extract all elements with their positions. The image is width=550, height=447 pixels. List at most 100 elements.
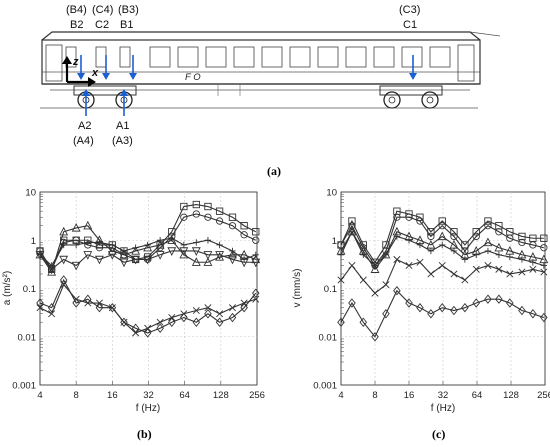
data-point-x	[416, 258, 424, 266]
data-point-x	[252, 295, 260, 303]
data-point-x	[48, 310, 56, 318]
data-point-cross	[120, 247, 128, 255]
y-tick-label: 10	[25, 188, 36, 199]
data-point-cross	[204, 237, 212, 244]
data-point-triangle	[155, 239, 165, 249]
panel-label-b: (b)	[137, 427, 152, 441]
coach-windows	[65, 46, 451, 68]
data-point-tri-down	[251, 258, 261, 268]
coach-window	[233, 46, 255, 68]
y-axis-label-b: a (m/s²)	[2, 271, 13, 305]
data-point-diamond	[393, 285, 401, 296]
data-point-x	[156, 318, 164, 326]
y-ticks-b: 0.001 0.01 0.1 1 10	[12, 188, 43, 392]
data-point-circle	[438, 222, 446, 230]
data-point-tri-down	[155, 251, 165, 260]
data-point-x	[427, 270, 435, 278]
data-point-square	[180, 202, 188, 211]
data-point-triangle	[494, 242, 504, 252]
data-point-cross	[416, 241, 424, 249]
y-tick-label: 0.1	[324, 284, 337, 295]
data-point-x	[495, 265, 503, 273]
data-point-diamond	[337, 317, 345, 327]
data-point-x	[204, 304, 212, 312]
data-point-x	[337, 276, 345, 284]
x-tick-label: 128	[213, 390, 229, 401]
x-tick-label: 64	[179, 390, 190, 401]
y-tick-label: 0.1	[23, 284, 36, 295]
data-point-tri-down	[131, 255, 141, 265]
data-point-circle	[204, 213, 212, 221]
data-point-circle	[252, 236, 260, 244]
data-point-x	[371, 289, 379, 297]
data-point-cross	[518, 256, 526, 263]
x-axis-label-c: f (Hz)	[431, 403, 455, 414]
series-line-x	[337, 255, 548, 297]
data-point-square	[484, 217, 492, 225]
data-point-x	[168, 314, 176, 322]
bogie-left	[73, 85, 137, 109]
data-point-x	[216, 310, 224, 318]
data-point-cross	[109, 241, 116, 249]
x-tick-label: 32	[438, 390, 449, 401]
x-ticks-c: 4 8 16 32 64 128 256	[338, 381, 550, 401]
data-point-triangle	[143, 242, 153, 252]
coach-diagram: F O z	[40, 4, 501, 178]
x-tick-label: 32	[143, 390, 154, 401]
series-path	[39, 278, 257, 334]
data-point-square	[252, 228, 260, 236]
x-tick-label: 128	[503, 390, 519, 401]
data-point-tri-down	[203, 251, 213, 260]
coach-window	[205, 46, 227, 68]
data-point-x	[382, 281, 390, 289]
data-point-diamond	[240, 302, 248, 313]
coach-window	[345, 46, 367, 68]
data-point-square	[348, 217, 356, 225]
data-point-x	[108, 304, 116, 312]
data-point-x	[36, 304, 44, 312]
x-tick-label: 64	[472, 390, 483, 401]
coordinate-axes: z x	[62, 56, 99, 87]
panel-label-a: (a)	[267, 164, 281, 178]
data-point-tri-down	[107, 251, 117, 260]
data-point-cross	[216, 241, 223, 249]
data-point-x	[450, 270, 458, 278]
series-line-cross	[36, 235, 259, 269]
data-point-triangle	[191, 257, 201, 266]
data-point-diamond	[438, 302, 447, 313]
data-point-triangle	[131, 245, 141, 255]
data-point-cross	[405, 237, 413, 244]
x-axis-label-b: f (Hz)	[136, 403, 160, 414]
data-point-cross	[252, 251, 259, 258]
data-point-tri-down	[191, 247, 201, 256]
data-point-diamond	[143, 328, 152, 338]
data-point-cross	[337, 251, 345, 258]
y-tick-label: 0.01	[18, 332, 37, 343]
data-point-diamond	[529, 309, 537, 319]
series-line-x	[36, 281, 260, 337]
data-point-x	[132, 329, 140, 337]
label-c1: C1	[403, 19, 417, 31]
data-point-diamond	[156, 323, 164, 333]
data-point-triangle	[47, 266, 57, 276]
data-point-tri-down	[95, 255, 104, 265]
data-point-diamond	[348, 298, 356, 308]
data-point-cross	[540, 262, 548, 269]
data-point-x	[60, 281, 68, 289]
data-point-x	[438, 261, 446, 269]
data-point-cross	[371, 262, 379, 269]
bogie-right	[379, 85, 443, 109]
data-point-x	[192, 306, 200, 315]
label-c2: C2	[95, 19, 109, 31]
data-point-tri-down	[71, 261, 81, 271]
data-point-square	[192, 200, 200, 209]
coach-roof-extension	[469, 31, 501, 37]
data-point-triangle	[483, 237, 493, 247]
coach-window	[317, 46, 339, 68]
y-tick-label: 0.01	[319, 332, 338, 343]
coach-window	[177, 46, 199, 68]
data-point-x	[529, 265, 537, 273]
data-point-triangle	[215, 251, 225, 261]
